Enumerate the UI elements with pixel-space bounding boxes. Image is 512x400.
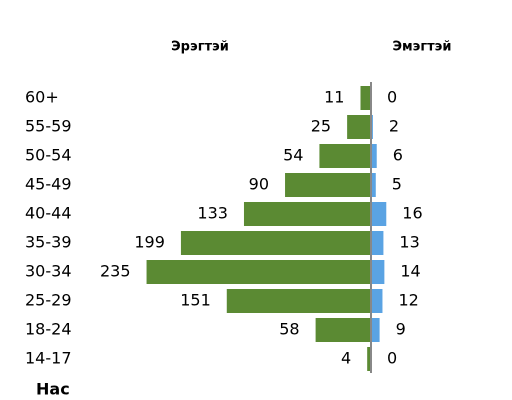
value-label: 235 [100,262,131,281]
value-label: 0 [387,88,397,107]
category-label: 55-59 [25,117,72,136]
category-label: 40-44 [25,204,72,223]
bar-male [285,173,371,197]
category-label: 35-39 [25,233,72,252]
value-label: 6 [393,146,403,165]
value-label: 58 [279,320,299,339]
value-label: 151 [180,291,211,310]
category-label: 60+ [25,88,59,107]
bar-male [347,115,371,139]
legend-male: Эрэгтэй [171,40,229,55]
value-label: 12 [398,291,418,310]
category-label: 25-29 [25,291,72,310]
bar-male [180,231,371,255]
bar-male [243,202,371,226]
bar-male [226,289,371,313]
category-label: 50-54 [25,146,72,165]
bar-male [319,144,371,168]
value-label: 199 [134,233,165,252]
value-label: 5 [392,175,402,194]
value-label: 2 [389,117,399,136]
bar-male [315,318,371,342]
legend-female: Эмэгтэй [392,40,451,55]
value-label: 0 [387,349,397,368]
bar-female [371,260,385,284]
bar-female [371,144,377,168]
value-label: 90 [249,175,269,194]
value-label: 9 [396,320,406,339]
bar-female [371,231,384,255]
bar-female [371,318,380,342]
bar-female [371,202,387,226]
category-label: 14-17 [25,349,72,368]
value-label: 11 [324,88,344,107]
value-label: 13 [399,233,419,252]
value-label: 54 [283,146,303,165]
bar-male [146,260,371,284]
value-label: 14 [400,262,420,281]
bar-male [367,347,371,371]
category-label: 30-34 [25,262,72,281]
value-label: 133 [197,204,228,223]
bar-male [360,86,371,110]
axis-label: Нас [36,380,70,399]
bar-female [371,173,376,197]
value-label: 16 [402,204,422,223]
category-label: 18-24 [25,320,72,339]
category-label: 45-49 [25,175,72,194]
bar-female [371,289,383,313]
value-label: 25 [311,117,331,136]
value-label: 4 [341,349,351,368]
